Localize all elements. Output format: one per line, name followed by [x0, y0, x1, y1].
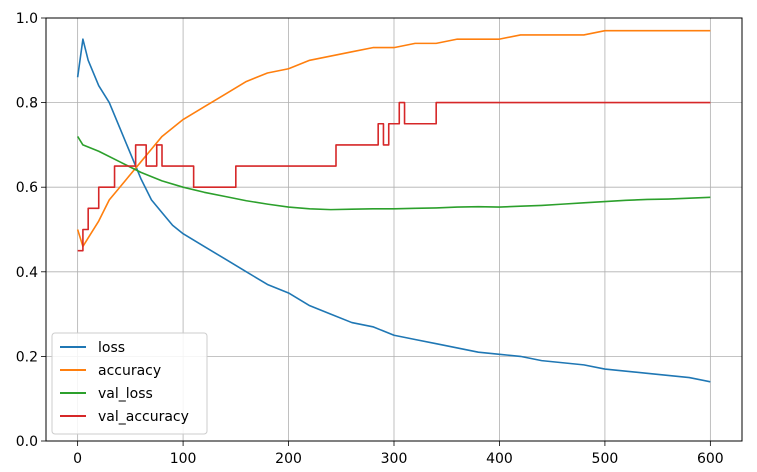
legend-label-val-accuracy: val_accuracy [98, 409, 189, 425]
x-tick-label: 100 [170, 451, 197, 467]
y-tick-label: 0.6 [16, 180, 38, 196]
series-layer [76, 29, 711, 383]
legend-label-val-loss: val_loss [98, 386, 153, 402]
legend-box [51, 332, 208, 435]
x-tick-label: 400 [486, 451, 513, 467]
legend-label-accuracy: accuracy [98, 363, 161, 379]
x-tick-label: 300 [381, 451, 408, 467]
y-tick-label: 1.0 [16, 11, 38, 27]
axis-ticks: 0 100 200 300 400 500 600 0.0 0.2 0.4 0.6 0.8 1.0 [16, 11, 724, 467]
y-tick-label: 0.2 [16, 349, 38, 365]
series-line-val-loss [76, 136, 711, 211]
x-tick-label: 0 [73, 451, 82, 467]
legend-label-loss: loss [98, 340, 125, 356]
y-tick-label: 0.4 [16, 265, 38, 281]
y-tick-label: 0.8 [16, 96, 38, 112]
y-tick-label: 0.0 [16, 434, 38, 450]
x-tick-label: 600 [697, 451, 724, 467]
x-tick-label: 200 [275, 451, 302, 467]
x-tick-label: 500 [592, 451, 619, 467]
series-line-accuracy [76, 29, 711, 248]
legend: loss accuracy val_loss val_accuracy [51, 332, 208, 435]
series-line-loss [76, 38, 711, 383]
series-line-val-accuracy [77, 101, 711, 252]
